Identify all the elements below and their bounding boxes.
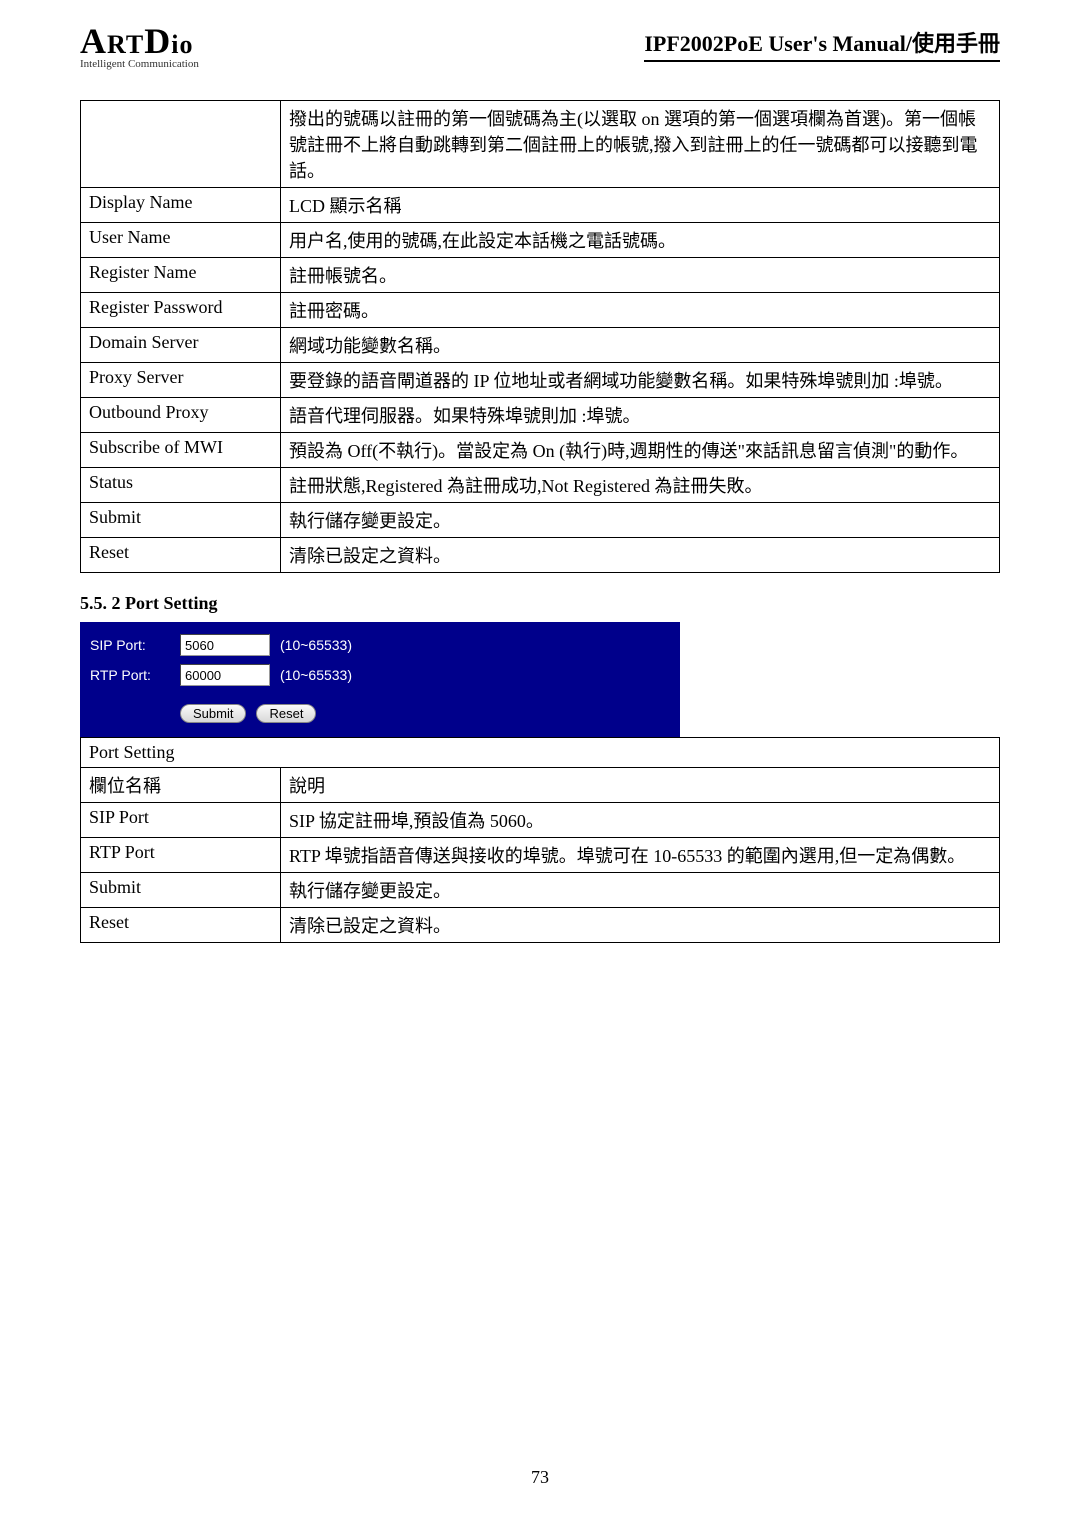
table-cell-label [81,101,281,188]
table-cell-desc: 清除已設定之資料。 [281,908,1000,943]
table-row: Proxy Server 要登錄的語音閘道器的 IP 位地址或者網域功能變數名稱… [81,363,1000,398]
logo-subtitle: Intelligent Communication [80,58,199,70]
logo-main: ARTDio [80,20,199,62]
table-row: Reset 清除已設定之資料。 [81,908,1000,943]
table-cell-desc: 清除已設定之資料。 [281,538,1000,573]
table-cell-desc: LCD 顯示名稱 [281,188,1000,223]
logo-letter: RT [107,30,144,59]
table-row: Submit 執行儲存變更設定。 [81,503,1000,538]
table-row: Register Password 註冊密碼。 [81,293,1000,328]
table-row: 欄位名稱 說明 [81,768,1000,803]
form-button-row: Submit Reset [90,704,670,723]
table-cell-label: Submit [81,503,281,538]
table-row: Subscribe of MWI 預設為 Off(不執行)。當設定為 On (執… [81,433,1000,468]
table-cell-desc: 預設為 Off(不執行)。當設定為 On (執行)時,週期性的傳送"來話訊息留言… [281,433,1000,468]
table-cell-desc: 語音代理伺服器。如果特殊埠號則加 :埠號。 [281,398,1000,433]
table-cell-label: Reset [81,908,281,943]
table-cell-desc: SIP 協定註冊埠,預設值為 5060。 [281,803,1000,838]
table-cell-label: Subscribe of MWI [81,433,281,468]
submit-button[interactable]: Submit [180,704,246,723]
definitions-table-1: 撥出的號碼以註冊的第一個號碼為主(以選取 on 選項的第一個選項欄為首選)。第一… [80,100,1000,573]
table-cell-label: SIP Port [81,803,281,838]
sip-port-hint: (10~65533) [280,637,352,653]
sip-port-label: SIP Port: [90,637,170,653]
table-cell-desc: 註冊狀態,Registered 為註冊成功,Not Registered 為註冊… [281,468,1000,503]
table-cell-desc: 註冊密碼。 [281,293,1000,328]
table-row: Domain Server 網域功能變數名稱。 [81,328,1000,363]
table-cell-label: Register Name [81,258,281,293]
table-cell-desc: 要登錄的語音閘道器的 IP 位地址或者網域功能變數名稱。如果特殊埠號則加 :埠號… [281,363,1000,398]
table-row: Reset 清除已設定之資料。 [81,538,1000,573]
table-cell-desc: 撥出的號碼以註冊的第一個號碼為主(以選取 on 選項的第一個選項欄為首選)。第一… [281,101,1000,188]
table-row: Display Name LCD 顯示名稱 [81,188,1000,223]
table-cell-label: RTP Port [81,838,281,873]
table-header: Port Setting [81,738,1000,768]
table-cell-label: Domain Server [81,328,281,363]
table-cell-desc: 執行儲存變更設定。 [281,503,1000,538]
table-cell-label: User Name [81,223,281,258]
page-number: 73 [0,1467,1080,1488]
logo: ARTDio Intelligent Communication [80,20,199,70]
table-row: SIP Port SIP 協定註冊埠,預設值為 5060。 [81,803,1000,838]
table-row: Status 註冊狀態,Registered 為註冊成功,Not Registe… [81,468,1000,503]
table-cell-label: Status [81,468,281,503]
reset-button[interactable]: Reset [256,704,316,723]
definitions-table-2: Port Setting 欄位名稱 說明 SIP Port SIP 協定註冊埠,… [80,737,1000,943]
table-cell-label: Register Password [81,293,281,328]
table-row: RTP Port RTP 埠號指語音傳送與接收的埠號。埠號可在 10-65533… [81,838,1000,873]
table-row: Port Setting [81,738,1000,768]
table-cell-desc: RTP 埠號指語音傳送與接收的埠號。埠號可在 10-65533 的範圍內選用,但… [281,838,1000,873]
form-row-sip: SIP Port: (10~65533) [90,634,670,656]
table-cell-label: Display Name [81,188,281,223]
logo-letter: io [171,30,193,59]
table-cell-label: Reset [81,538,281,573]
logo-letter: A [80,21,107,61]
table-cell-desc: 網域功能變數名稱。 [281,328,1000,363]
logo-letter: D [144,21,171,61]
table-cell-label: Submit [81,873,281,908]
table-cell-label: Proxy Server [81,363,281,398]
form-row-rtp: RTP Port: (10~65533) [90,664,670,686]
table-cell-desc: 用户名,使用的號碼,在此設定本話機之電話號碼。 [281,223,1000,258]
table-cell-desc: 註冊帳號名。 [281,258,1000,293]
sip-port-input[interactable] [180,634,270,656]
table-row: Register Name 註冊帳號名。 [81,258,1000,293]
table-row: 撥出的號碼以註冊的第一個號碼為主(以選取 on 選項的第一個選項欄為首選)。第一… [81,101,1000,188]
page-content: 撥出的號碼以註冊的第一個號碼為主(以選取 on 選項的第一個選項欄為首選)。第一… [0,70,1080,943]
table-cell-label: Outbound Proxy [81,398,281,433]
table-cell-desc: 執行儲存變更設定。 [281,873,1000,908]
rtp-port-input[interactable] [180,664,270,686]
table-column-header: 欄位名稱 [81,768,281,803]
section-heading: 5.5. 2 Port Setting [80,593,1000,614]
document-title: IPF2002PoE User's Manual/使用手冊 [644,26,1000,62]
table-row: Outbound Proxy 語音代理伺服器。如果特殊埠號則加 :埠號。 [81,398,1000,433]
table-row: User Name 用户名,使用的號碼,在此設定本話機之電話號碼。 [81,223,1000,258]
rtp-port-hint: (10~65533) [280,667,352,683]
table-row: Submit 執行儲存變更設定。 [81,873,1000,908]
page-header: ARTDio Intelligent Communication IPF2002… [0,0,1080,70]
table-column-header: 說明 [281,768,1000,803]
port-setting-form: SIP Port: (10~65533) RTP Port: (10~65533… [80,622,680,737]
rtp-port-label: RTP Port: [90,667,170,683]
